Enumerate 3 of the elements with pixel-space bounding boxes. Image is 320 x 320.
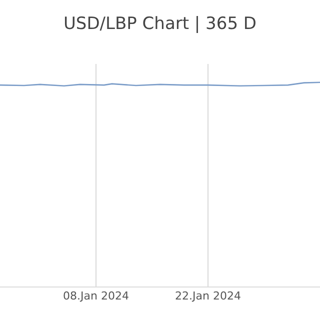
x-tick-label: 22.Jan 2024 xyxy=(175,289,241,302)
chart-title: USD/LBP Chart | 365 D xyxy=(62,14,258,34)
x-tick-label: 08.Jan 2024 xyxy=(63,289,129,302)
